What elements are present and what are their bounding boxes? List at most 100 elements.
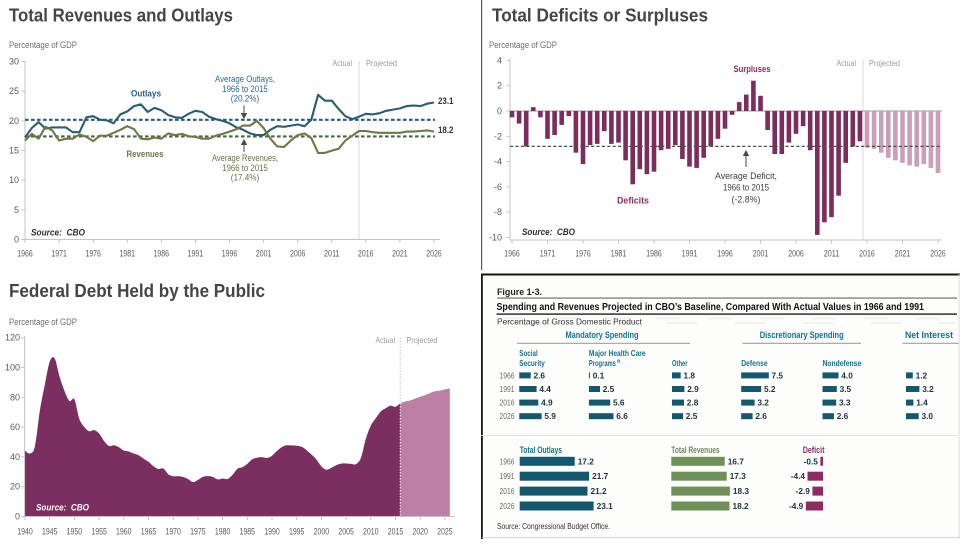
svg-text:2016: 2016 bbox=[500, 487, 515, 496]
svg-text:21.2: 21.2 bbox=[591, 486, 608, 496]
svg-text:2005: 2005 bbox=[338, 527, 354, 537]
svg-text:1981: 1981 bbox=[611, 249, 627, 259]
svg-text:5: 5 bbox=[14, 205, 19, 215]
svg-text:60: 60 bbox=[10, 422, 20, 432]
svg-text:Nondefense: Nondefense bbox=[823, 358, 862, 368]
svg-text:3.3: 3.3 bbox=[839, 398, 851, 408]
svg-text:1945: 1945 bbox=[42, 527, 58, 537]
svg-text:20: 20 bbox=[10, 482, 20, 492]
svg-text:1975: 1975 bbox=[190, 527, 206, 537]
svg-text:Figure 1-3.: Figure 1-3. bbox=[497, 287, 542, 297]
svg-text:1996: 1996 bbox=[222, 249, 238, 259]
svg-text:10: 10 bbox=[9, 175, 19, 185]
svg-text:Source: CBO: Source: CBO bbox=[36, 503, 90, 514]
svg-text:2.5: 2.5 bbox=[603, 384, 615, 394]
svg-text:2001: 2001 bbox=[753, 249, 769, 259]
svg-text:2016: 2016 bbox=[358, 249, 374, 259]
svg-text:1950: 1950 bbox=[67, 527, 83, 537]
svg-text:Revenues: Revenues bbox=[127, 149, 164, 159]
svg-text:1976: 1976 bbox=[85, 249, 101, 259]
svg-text:2026: 2026 bbox=[930, 249, 946, 259]
svg-text:2016: 2016 bbox=[500, 399, 515, 408]
svg-text:1966 to 2015: 1966 to 2015 bbox=[222, 163, 268, 173]
svg-text:2026: 2026 bbox=[426, 249, 442, 259]
svg-text:Percentage of GDP: Percentage of GDP bbox=[9, 40, 77, 50]
svg-text:Total Outlays: Total Outlays bbox=[520, 445, 562, 455]
svg-text:1966: 1966 bbox=[504, 249, 520, 259]
svg-text:Deficits: Deficits bbox=[617, 196, 649, 206]
svg-text:2.6: 2.6 bbox=[837, 411, 849, 421]
svg-text:Spending and Revenues Projecte: Spending and Revenues Projected in CBO’s… bbox=[497, 302, 925, 313]
svg-text:1940: 1940 bbox=[17, 527, 33, 537]
svg-text:1991: 1991 bbox=[500, 472, 515, 481]
svg-text:-0.5: -0.5 bbox=[804, 456, 819, 466]
svg-text:1960: 1960 bbox=[116, 527, 132, 537]
svg-text:3.5: 3.5 bbox=[840, 384, 852, 394]
svg-text:1971: 1971 bbox=[540, 249, 556, 259]
svg-text:Percentage of GDP: Percentage of GDP bbox=[489, 40, 557, 50]
svg-text:18.2: 18.2 bbox=[733, 501, 750, 511]
svg-text:5.9: 5.9 bbox=[544, 411, 556, 421]
svg-text:Projected: Projected bbox=[366, 58, 397, 68]
svg-text:2.6: 2.6 bbox=[534, 370, 546, 380]
svg-text:Average Revenues,: Average Revenues, bbox=[212, 153, 278, 163]
svg-text:Defense: Defense bbox=[741, 358, 768, 368]
svg-text:Programs: Programs bbox=[589, 358, 616, 368]
svg-text:2016: 2016 bbox=[859, 249, 875, 259]
svg-text:4.9: 4.9 bbox=[541, 398, 553, 408]
svg-text:1970: 1970 bbox=[165, 527, 181, 537]
svg-text:Other: Other bbox=[672, 358, 688, 368]
svg-text:Federal Debt Held by the Publi: Federal Debt Held by the Public bbox=[9, 281, 265, 301]
svg-text:1966: 1966 bbox=[17, 249, 33, 259]
svg-text:1996: 1996 bbox=[717, 249, 733, 259]
svg-text:1986: 1986 bbox=[154, 249, 170, 259]
svg-text:1991: 1991 bbox=[682, 249, 698, 259]
svg-text:2.8: 2.8 bbox=[687, 398, 699, 408]
svg-text:1965: 1965 bbox=[141, 527, 157, 537]
svg-text:Outlays: Outlays bbox=[131, 89, 161, 99]
svg-text:2006: 2006 bbox=[788, 249, 804, 259]
svg-text:3.2: 3.2 bbox=[757, 398, 769, 408]
svg-text:100: 100 bbox=[5, 363, 20, 373]
svg-text:6.6: 6.6 bbox=[616, 411, 628, 421]
svg-text:Deficit: Deficit bbox=[803, 445, 825, 455]
svg-text:Average Outlays,: Average Outlays, bbox=[215, 74, 275, 84]
svg-text:1971: 1971 bbox=[51, 249, 67, 259]
svg-text:1990: 1990 bbox=[264, 527, 280, 537]
svg-text:5.2: 5.2 bbox=[764, 384, 776, 394]
svg-text:(20.2%): (20.2%) bbox=[231, 94, 260, 104]
svg-text:Actual: Actual bbox=[333, 58, 353, 68]
svg-text:40: 40 bbox=[10, 452, 20, 462]
svg-text:Security: Security bbox=[519, 358, 545, 368]
svg-text:2000: 2000 bbox=[314, 527, 330, 537]
svg-text:2.9: 2.9 bbox=[687, 384, 699, 394]
svg-text:-8: -8 bbox=[494, 207, 502, 217]
svg-text:120: 120 bbox=[5, 333, 20, 343]
svg-text:1991: 1991 bbox=[188, 249, 204, 259]
svg-text:1981: 1981 bbox=[120, 249, 136, 259]
svg-text:17.3: 17.3 bbox=[730, 471, 747, 481]
svg-text:(-2.8%): (-2.8%) bbox=[732, 195, 761, 205]
svg-text:2021: 2021 bbox=[895, 249, 911, 259]
svg-text:Source: Congressional Budget O: Source: Congressional Budget Office. bbox=[497, 522, 610, 531]
svg-text:4.4: 4.4 bbox=[539, 384, 551, 394]
svg-text:Total Revenues and Outlays: Total Revenues and Outlays bbox=[9, 6, 233, 26]
svg-text:3.0: 3.0 bbox=[922, 411, 934, 421]
svg-text:30: 30 bbox=[9, 57, 19, 67]
svg-text:1966: 1966 bbox=[500, 371, 515, 380]
svg-text:-2.9: -2.9 bbox=[796, 486, 811, 496]
svg-text:2001: 2001 bbox=[256, 249, 272, 259]
svg-text:Average Deficit,: Average Deficit, bbox=[715, 171, 777, 181]
svg-text:Social: Social bbox=[519, 348, 537, 358]
svg-text:1985: 1985 bbox=[240, 527, 256, 537]
svg-text:0: 0 bbox=[15, 512, 20, 522]
svg-text:15: 15 bbox=[9, 146, 19, 156]
svg-text:1.2: 1.2 bbox=[916, 370, 928, 380]
svg-text:1966: 1966 bbox=[500, 457, 515, 466]
svg-text:21.7: 21.7 bbox=[592, 471, 609, 481]
svg-text:18.3: 18.3 bbox=[733, 486, 750, 496]
svg-text:2015: 2015 bbox=[388, 527, 404, 537]
svg-text:Projected: Projected bbox=[869, 58, 900, 68]
svg-text:80: 80 bbox=[10, 392, 20, 402]
svg-text:1986: 1986 bbox=[646, 249, 662, 259]
